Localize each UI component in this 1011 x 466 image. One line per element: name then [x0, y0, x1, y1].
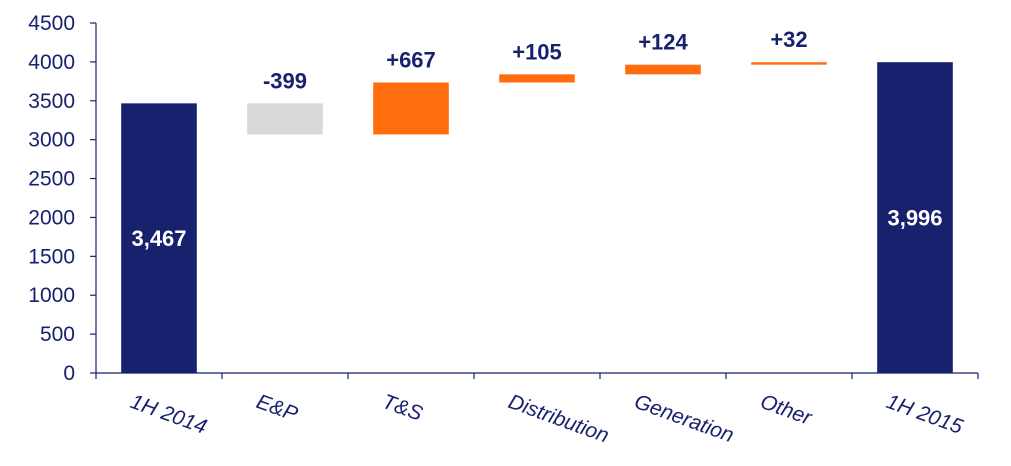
delta-value-label: +105 — [512, 39, 562, 64]
y-tick-label: 4000 — [28, 51, 75, 74]
x-category-label: Other — [757, 390, 815, 430]
x-axis: 1H 2014 E&P T&S Distribution Generation Other… — [95, 372, 979, 448]
bars — [121, 62, 953, 373]
bar-1h-2015 — [877, 62, 953, 373]
y-tick-label: 500 — [40, 323, 75, 346]
delta-value-label: +667 — [386, 48, 436, 73]
bar-other — [751, 62, 827, 65]
y-tick-label: 4500 — [28, 12, 75, 35]
bar-1h-2014 — [121, 103, 197, 373]
total-value-label: 3,467 — [131, 226, 186, 251]
delta-value-label: +124 — [638, 30, 688, 55]
bar-t-s — [373, 82, 449, 135]
bar-distribution — [499, 74, 575, 83]
y-tick-label: 2000 — [28, 206, 75, 229]
x-category-label: E&P — [253, 390, 300, 426]
x-category-label: T&S — [379, 390, 425, 426]
x-category-label: Distribution — [505, 390, 612, 448]
x-category-label: 1H 2014 — [127, 390, 209, 439]
delta-value-label: +32 — [770, 27, 807, 52]
y-tick-label: 1500 — [28, 245, 75, 268]
bar-e-p — [247, 103, 323, 135]
y-axis: 0 500 1000 1500 2000 2500 3000 3500 4000 4500 — [28, 12, 97, 385]
total-value-label: 3,996 — [887, 206, 942, 231]
y-tick-label: 0 — [63, 362, 75, 385]
x-category-label: 1H 2015 — [883, 390, 966, 439]
y-tick-label: 3500 — [28, 90, 75, 113]
data-labels: 3,467 -399 +667 +105 +124 +32 3,996 — [131, 27, 942, 251]
y-tick-label: 2500 — [28, 168, 75, 191]
delta-value-label: -399 — [263, 68, 307, 93]
x-category-label: Generation — [631, 390, 737, 447]
bar-generation — [625, 64, 701, 75]
y-tick-label: 1000 — [28, 284, 75, 307]
y-tick-label: 3000 — [28, 129, 75, 152]
